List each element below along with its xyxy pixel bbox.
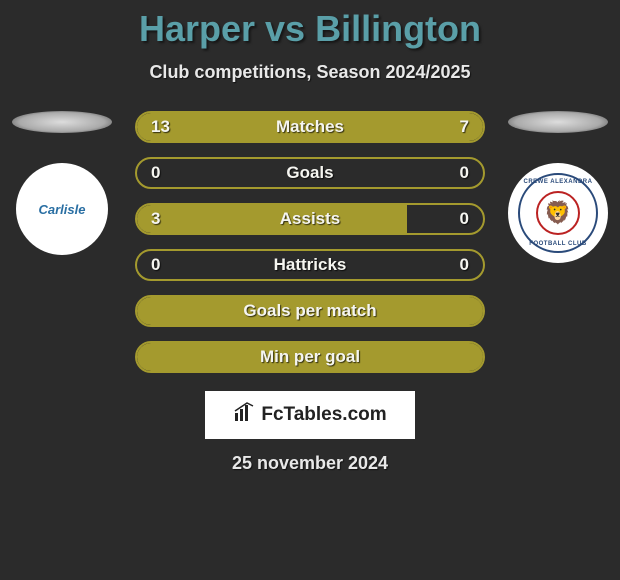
right-club-center-icon: 🦁 bbox=[536, 191, 580, 235]
stat-bars: 13 Matches 7 0 Goals 0 3 Assists 0 0 Hattricks 0 Goa… bbox=[135, 111, 485, 373]
player-shadow-left bbox=[12, 111, 112, 133]
stat-bar: 0 Hattricks 0 bbox=[135, 249, 485, 281]
bar-value-left: 0 bbox=[151, 255, 160, 275]
main-row: Carlisle 13 Matches 7 0 Goals 0 3 Assists 0 0 Hatt… bbox=[0, 111, 620, 373]
stat-bar: 3 Assists 0 bbox=[135, 203, 485, 235]
bar-label: Goals bbox=[286, 163, 333, 183]
bar-label: Hattricks bbox=[274, 255, 347, 275]
stat-bar: 13 Matches 7 bbox=[135, 111, 485, 143]
right-club-badge: CREWE ALEXANDRA 🦁 FOOTBALL CLUB bbox=[508, 163, 608, 263]
player-shadow-right bbox=[508, 111, 608, 133]
bar-label: Min per goal bbox=[260, 347, 360, 367]
left-club-badge: Carlisle bbox=[16, 163, 108, 255]
right-club-text-bottom: FOOTBALL CLUB bbox=[529, 241, 586, 247]
bar-label: Matches bbox=[276, 117, 344, 137]
bar-value-left: 13 bbox=[151, 117, 170, 137]
bar-value-left: 3 bbox=[151, 209, 160, 229]
bar-value-left: 0 bbox=[151, 163, 160, 183]
left-club-name: Carlisle bbox=[39, 202, 86, 217]
bar-fill-left bbox=[137, 159, 310, 187]
stat-bar: Goals per match bbox=[135, 295, 485, 327]
stat-bar: 0 Goals 0 bbox=[135, 157, 485, 189]
bar-fill-right bbox=[310, 159, 483, 187]
right-club-col: CREWE ALEXANDRA 🦁 FOOTBALL CLUB bbox=[503, 111, 613, 263]
subtitle: Club competitions, Season 2024/2025 bbox=[0, 62, 620, 83]
comparison-card: Harper vs Billington Club competitions, … bbox=[0, 0, 620, 474]
footer-logo: FcTables.com bbox=[205, 391, 415, 439]
stat-bar: Min per goal bbox=[135, 341, 485, 373]
bar-value-right: 0 bbox=[460, 255, 469, 275]
footer-date: 25 november 2024 bbox=[0, 453, 620, 474]
footer-logo-text: FcTables.com bbox=[261, 404, 386, 426]
left-club-col: Carlisle bbox=[7, 111, 117, 255]
chart-icon bbox=[233, 401, 255, 429]
bar-label: Assists bbox=[280, 209, 340, 229]
bar-fill-left bbox=[137, 205, 407, 233]
bar-value-right: 0 bbox=[460, 209, 469, 229]
page-title: Harper vs Billington bbox=[0, 8, 620, 50]
bar-label: Goals per match bbox=[243, 301, 376, 321]
right-club-text-top: CREWE ALEXANDRA bbox=[524, 179, 593, 185]
right-club-badge-ring: CREWE ALEXANDRA 🦁 FOOTBALL CLUB bbox=[518, 173, 598, 253]
bar-value-right: 7 bbox=[460, 117, 469, 137]
bar-value-right: 0 bbox=[460, 163, 469, 183]
